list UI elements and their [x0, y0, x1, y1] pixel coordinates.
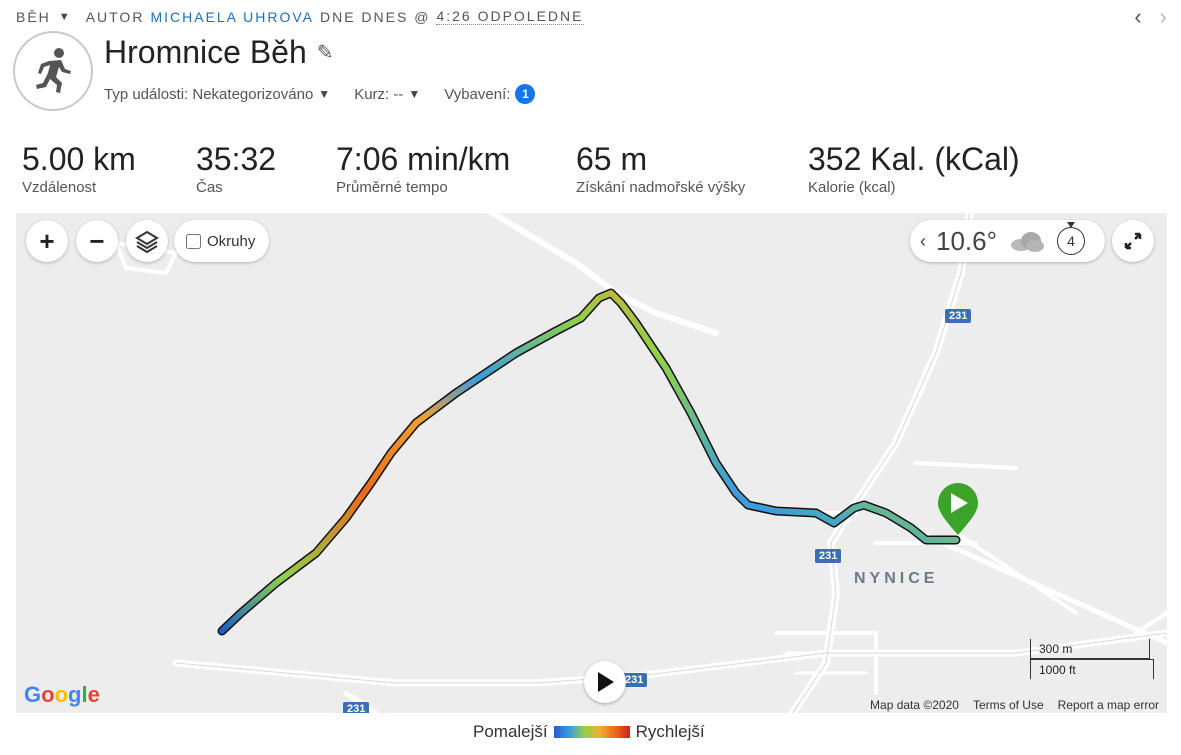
stat-distance: 5.00 km Vzdálenost	[22, 141, 136, 196]
legend-gradient	[553, 726, 630, 738]
play-icon	[598, 672, 614, 692]
start-marker-icon[interactable]	[938, 483, 978, 535]
stat-label: Kalorie (kcal)	[808, 179, 896, 196]
stat-label: Průměrné tempo	[336, 179, 448, 196]
stat-label: Vzdálenost	[22, 179, 97, 196]
zoom-out-button[interactable]: −	[76, 220, 118, 262]
course-dropdown[interactable]: Kurz: -- ▼	[354, 86, 420, 103]
pace-legend: Pomalejší Rychlejší	[473, 722, 705, 742]
route-path[interactable]	[219, 290, 959, 634]
chevron-down-icon: ▼	[408, 87, 421, 101]
author-prefix: AUTOR	[85, 8, 145, 25]
stat-value: 7:06 min/km	[336, 141, 511, 177]
layers-icon	[135, 230, 159, 253]
stat-pace: 7:06 min/km Průměrné tempo	[336, 141, 510, 196]
chevron-down-icon: ▼	[318, 87, 331, 101]
road-number-badge: 231	[343, 702, 370, 713]
laps-label: Okruhy	[207, 232, 256, 250]
wind-speed-indicator: 4	[1057, 222, 1086, 255]
replay-button[interactable]	[584, 661, 626, 703]
running-activity-icon	[13, 31, 93, 111]
breadcrumb: BĚH ▼ AUTOR MICHAELA UHROVA DNE DNES @ 4…	[16, 8, 584, 25]
stat-calories: 352 Kal. (kCal) Kalorie (kcal)	[808, 141, 1020, 196]
page-title: Hromnice Běh ✎	[104, 34, 334, 71]
fullscreen-button[interactable]	[1112, 220, 1154, 262]
legend-slower-label: Pomalejší	[473, 722, 548, 741]
previous-activity-icon[interactable]: ‹	[1134, 4, 1142, 29]
laps-checkbox[interactable]	[186, 233, 201, 249]
map-canvas[interactable]	[16, 213, 1167, 713]
stat-time: 35:32 Čas	[196, 141, 276, 196]
stat-value: 352 Kal. (kCal)	[808, 141, 1020, 177]
map-layers-button[interactable]	[126, 220, 168, 262]
stat-value: 65 m	[576, 141, 648, 177]
road-number-badge: 231	[945, 309, 972, 323]
stat-elevation-gain: 65 m Získání nadmořské výšky	[576, 141, 745, 196]
weather-widget: ‹ 10.6° 4	[910, 220, 1105, 262]
map-data-label: Map data ©2020	[870, 698, 959, 712]
author-link[interactable]: MICHAELA UHROVA	[150, 8, 314, 25]
event-type-dropdown[interactable]: Typ události: Nekategorizováno ▼	[104, 86, 330, 103]
chevron-left-icon[interactable]: ‹	[920, 230, 926, 251]
course-label: Kurz: --	[354, 85, 404, 103]
stat-value: 5.00 km	[22, 141, 136, 177]
stat-label: Získání nadmořské výšky	[576, 179, 746, 196]
event-type-label: Typ události: Nekategorizováno	[104, 85, 314, 103]
temperature-value: 10.6°	[936, 225, 998, 256]
activity-meta: Typ události: Nekategorizováno ▼ Kurz: -…	[104, 84, 536, 104]
legend-faster-label: Rychlejší	[635, 722, 705, 741]
road-number-badge: 231	[621, 673, 648, 687]
scale-metric: 300 m	[1030, 639, 1150, 659]
activity-title[interactable]: Hromnice Běh	[104, 34, 307, 70]
stat-label: Čas	[196, 179, 223, 196]
laps-toggle[interactable]: Okruhy	[174, 220, 270, 262]
town-label: NYNICE	[854, 570, 939, 587]
next-activity-icon[interactable]: ›	[1159, 4, 1167, 29]
zoom-in-button[interactable]: +	[26, 220, 68, 262]
pencil-icon[interactable]: ✎	[316, 42, 334, 64]
road-number-badge: 231	[815, 549, 842, 563]
activity-map[interactable]: + − Okruhy ‹ 10.6° 4 231 231 231 231 NYN…	[16, 213, 1167, 713]
activity-time[interactable]: 4:26 ODPOLEDNE	[436, 8, 584, 25]
route-outline	[217, 288, 961, 636]
date-prefix: DNE DNES @	[319, 8, 431, 25]
map-attribution: Map data ©2020 Terms of Use Report a map…	[870, 698, 1159, 712]
activity-type-dropdown-icon[interactable]: ▼	[58, 10, 72, 23]
gear-label: Vybavení:	[444, 85, 511, 103]
activity-navigation: ‹ ›	[1134, 6, 1167, 28]
stat-value: 35:32	[196, 141, 277, 177]
terms-of-use-link[interactable]: Terms of Use	[972, 698, 1044, 712]
scale-imperial: 1000 ft	[1030, 659, 1154, 679]
gear-count-badge[interactable]: 1	[515, 84, 536, 104]
cloud-icon	[1011, 232, 1045, 252]
expand-icon	[1124, 232, 1142, 250]
map-scale: 300 m 1000 ft	[1030, 639, 1154, 679]
google-logo[interactable]: Google	[24, 682, 100, 707]
report-map-error-link[interactable]: Report a map error	[1057, 698, 1159, 712]
activity-type-label: BĚH	[16, 8, 51, 25]
gear-selector[interactable]: Vybavení: 1	[444, 84, 536, 104]
